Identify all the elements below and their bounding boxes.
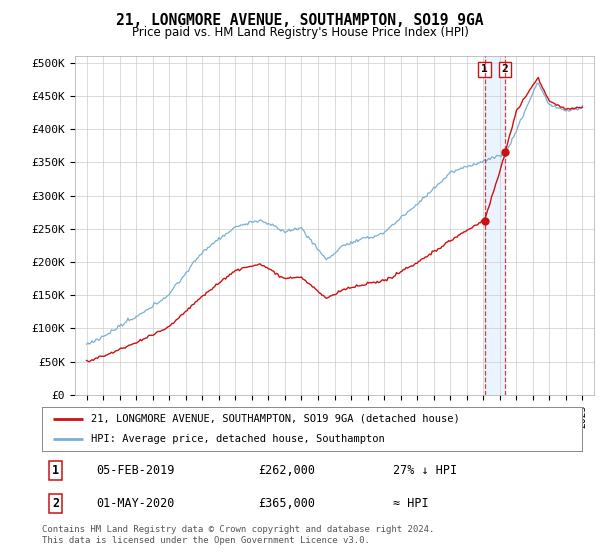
Text: 1: 1: [52, 464, 59, 477]
Text: ≈ HPI: ≈ HPI: [393, 497, 428, 510]
Text: 1: 1: [481, 64, 488, 74]
Bar: [485, 56, 505, 395]
Text: Contains HM Land Registry data © Crown copyright and database right 2024.
This d: Contains HM Land Registry data © Crown c…: [42, 525, 434, 545]
Text: £262,000: £262,000: [258, 464, 315, 477]
Text: Price paid vs. HM Land Registry's House Price Index (HPI): Price paid vs. HM Land Registry's House …: [131, 26, 469, 39]
Text: 2: 2: [502, 64, 509, 74]
Text: 21, LONGMORE AVENUE, SOUTHAMPTON, SO19 9GA: 21, LONGMORE AVENUE, SOUTHAMPTON, SO19 9…: [116, 13, 484, 29]
Text: HPI: Average price, detached house, Southampton: HPI: Average price, detached house, Sout…: [91, 434, 385, 444]
Text: 01-MAY-2020: 01-MAY-2020: [96, 497, 175, 510]
Text: £365,000: £365,000: [258, 497, 315, 510]
Text: 21, LONGMORE AVENUE, SOUTHAMPTON, SO19 9GA (detached house): 21, LONGMORE AVENUE, SOUTHAMPTON, SO19 9…: [91, 414, 460, 424]
Text: 05-FEB-2019: 05-FEB-2019: [96, 464, 175, 477]
Text: 2: 2: [52, 497, 59, 510]
Text: 27% ↓ HPI: 27% ↓ HPI: [393, 464, 457, 477]
